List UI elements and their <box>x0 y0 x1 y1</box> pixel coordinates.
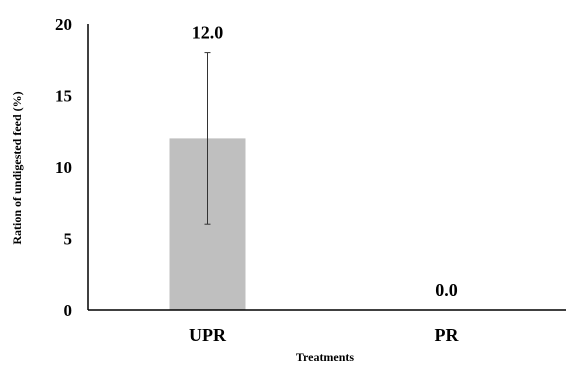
axes <box>88 24 566 310</box>
data-label-pr: 0.0 <box>435 280 458 300</box>
y-tick-label: 10 <box>55 158 72 177</box>
plot-area: 12.0 0.0 <box>170 23 458 310</box>
y-tick-label: 5 <box>64 230 73 249</box>
x-tick-label-pr: PR <box>435 325 460 345</box>
x-axis-label: Treatments <box>296 350 355 364</box>
y-tick-label: 20 <box>55 15 72 34</box>
y-tick-label: 15 <box>55 87 72 106</box>
data-label-upr: 12.0 <box>192 23 224 43</box>
y-tick-label: 0 <box>64 301 73 320</box>
y-axis-label: Ration of undigested feed (%) <box>10 91 24 244</box>
x-tick-labels: UPR PR <box>189 325 459 345</box>
y-tick-labels: 0 5 10 15 20 <box>55 15 72 320</box>
x-tick-label-upr: UPR <box>189 325 227 345</box>
